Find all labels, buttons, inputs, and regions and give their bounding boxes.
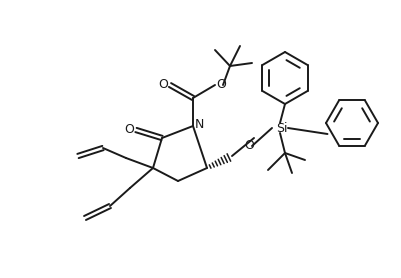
Text: Si: Si [275,121,287,135]
Text: O: O [243,138,253,152]
Text: O: O [124,123,134,135]
Text: O: O [158,78,168,91]
Text: O: O [215,78,225,91]
Text: N: N [194,118,203,130]
